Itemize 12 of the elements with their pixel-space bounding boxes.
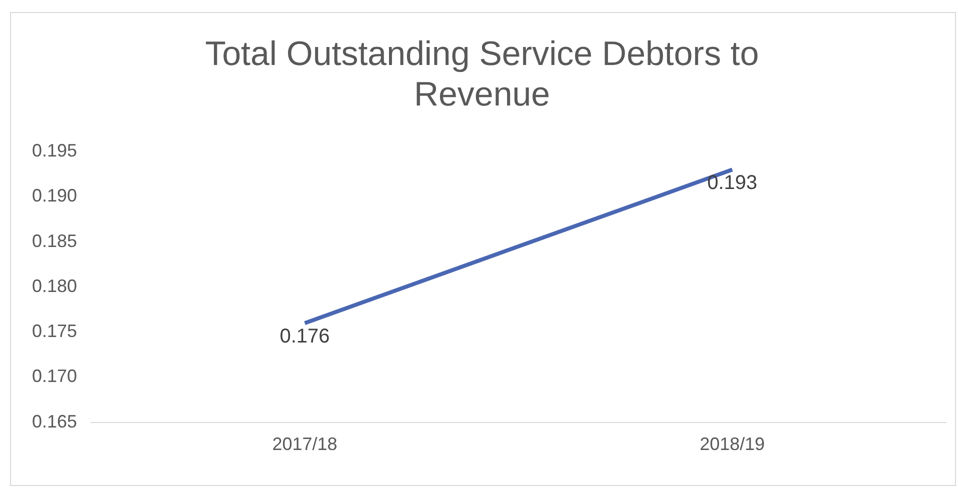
y-tick-label: 0.165 [32,411,78,432]
y-tick-label: 0.180 [32,276,78,296]
chart-title: Total Outstanding Service Debtors to Revenue [205,34,759,114]
y-tick-label: 0.185 [32,230,78,251]
y-tick-label: 0.195 [32,140,78,161]
y-tick-label: 0.175 [32,321,78,342]
x-tick-label: 2017/18 [272,434,338,454]
y-tick-label: 0.170 [32,366,78,386]
data-label: 0.176 [280,326,330,348]
x-tick-label: 2018/19 [700,434,765,454]
y-tick-label: 0.190 [32,186,78,206]
data-label: 0.193 [707,172,758,194]
